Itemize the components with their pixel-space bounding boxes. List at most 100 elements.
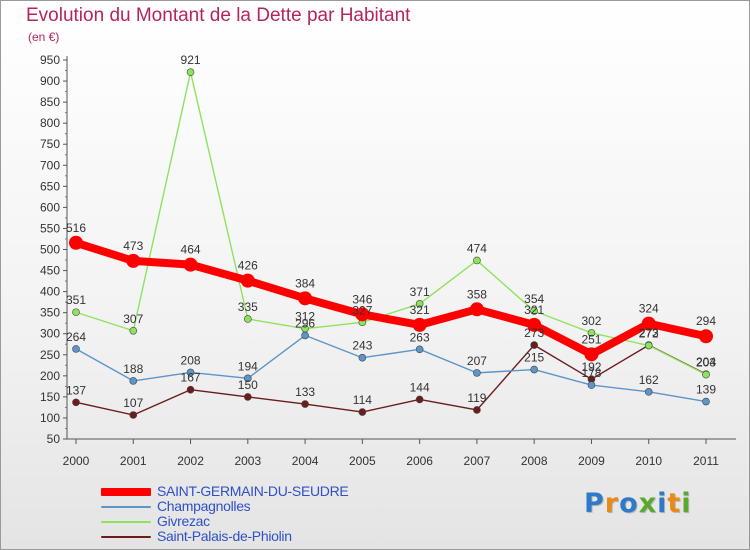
data-label: 150 (238, 378, 258, 392)
data-label: 327 (352, 303, 372, 317)
legend-swatch (101, 488, 151, 496)
y-tick-label: 100 (40, 411, 60, 425)
data-label: 272 (639, 327, 659, 341)
proxiti-logo: Proxiti (584, 488, 692, 519)
data-label: 346 (352, 292, 372, 306)
data-point (473, 256, 481, 265)
data-point (129, 377, 138, 385)
data-point (244, 374, 252, 383)
data-label: 302 (581, 314, 601, 328)
data-point (72, 308, 80, 317)
data-label: 464 (181, 243, 201, 257)
x-tick-label: 2008 (521, 454, 548, 468)
data-point (530, 341, 538, 349)
data-point (530, 307, 538, 315)
data-label: 251 (581, 332, 601, 346)
y-tick-label: 950 (40, 53, 60, 67)
data-label: 194 (238, 359, 258, 373)
data-point (129, 411, 138, 419)
data-label: 192 (581, 360, 601, 374)
data-label: 137 (66, 383, 86, 397)
y-tick-label: 500 (40, 243, 60, 257)
y-tick-label: 650 (40, 179, 60, 193)
data-point (527, 317, 542, 332)
chart-subtitle: (en €) (28, 30, 60, 44)
data-label: 321 (410, 303, 430, 317)
data-point (702, 397, 710, 406)
x-tick-label: 2009 (578, 454, 605, 468)
data-label: 296 (295, 316, 315, 330)
data-label: 208 (181, 353, 201, 367)
data-point (244, 315, 252, 323)
data-label: 133 (295, 385, 315, 399)
data-label: 371 (410, 285, 430, 299)
y-tick-label: 600 (40, 200, 60, 214)
data-point (244, 393, 252, 401)
data-label: 384 (295, 276, 315, 290)
legend-label: Champagnolles (157, 498, 251, 514)
data-point (644, 341, 653, 350)
legend-swatch (101, 536, 151, 538)
data-label: 188 (123, 362, 143, 376)
data-label: 204 (696, 355, 716, 369)
logo-letter: x (638, 488, 658, 519)
data-label: 114 (353, 393, 372, 407)
y-tick-label: 550 (40, 221, 60, 235)
data-point (69, 235, 83, 250)
data-point (473, 369, 481, 377)
data-point (355, 307, 370, 322)
legend-item-saint-palais: Saint-Palais-de-Phiolin (101, 528, 401, 544)
legend-item-champagnolles: Champagnolles (101, 498, 401, 514)
data-label: 921 (181, 53, 201, 67)
y-tick-label: 150 (40, 390, 60, 404)
data-label: 426 (238, 259, 258, 273)
series-line (75, 344, 707, 416)
x-tick-label: 2006 (406, 454, 433, 468)
logo-letter: P (584, 488, 605, 519)
data-point (415, 300, 424, 308)
data-point (126, 253, 141, 268)
data-label: 167 (181, 371, 201, 385)
data-label: 354 (524, 292, 544, 306)
data-point (469, 302, 484, 317)
data-label: 178 (581, 366, 601, 380)
legend-label: Saint-Palais-de-Phiolin (157, 528, 292, 544)
chart-legend: SAINT-GERMAIN-DU-SEUDRE Champagnolles Gi… (101, 483, 401, 544)
data-point (240, 273, 255, 288)
y-tick-label: 400 (40, 285, 60, 299)
data-label: 273 (639, 326, 659, 340)
data-label: 335 (238, 300, 258, 314)
y-tick-label: 450 (40, 264, 60, 278)
data-label: 516 (66, 221, 86, 235)
data-point (587, 381, 596, 389)
y-tick-label: 800 (40, 116, 60, 130)
x-tick-label: 2001 (120, 454, 147, 468)
data-point (412, 317, 427, 332)
data-point (699, 329, 713, 344)
y-tick-label: 900 (40, 74, 60, 88)
data-point (644, 388, 653, 396)
data-label: 207 (467, 354, 487, 368)
data-label: 307 (123, 312, 143, 326)
y-tick-label: 200 (40, 369, 60, 383)
data-point (415, 345, 424, 354)
logo-letter: t (667, 488, 682, 519)
data-point (301, 331, 309, 340)
data-label: 312 (295, 310, 315, 324)
data-label: 358 (467, 287, 487, 301)
data-label: 107 (123, 396, 143, 410)
data-point (415, 395, 424, 404)
data-label: 324 (639, 302, 659, 316)
data-point (301, 400, 309, 408)
legend-swatch (101, 506, 151, 508)
series-line (72, 238, 710, 359)
data-label: 321 (524, 303, 544, 317)
logo-letter: o (619, 488, 639, 519)
data-point (587, 329, 596, 337)
data-label: 203 (696, 356, 716, 370)
y-tick-label: 750 (40, 137, 60, 151)
series-line (75, 71, 707, 376)
data-point (473, 406, 481, 414)
data-label: 144 (410, 380, 430, 394)
